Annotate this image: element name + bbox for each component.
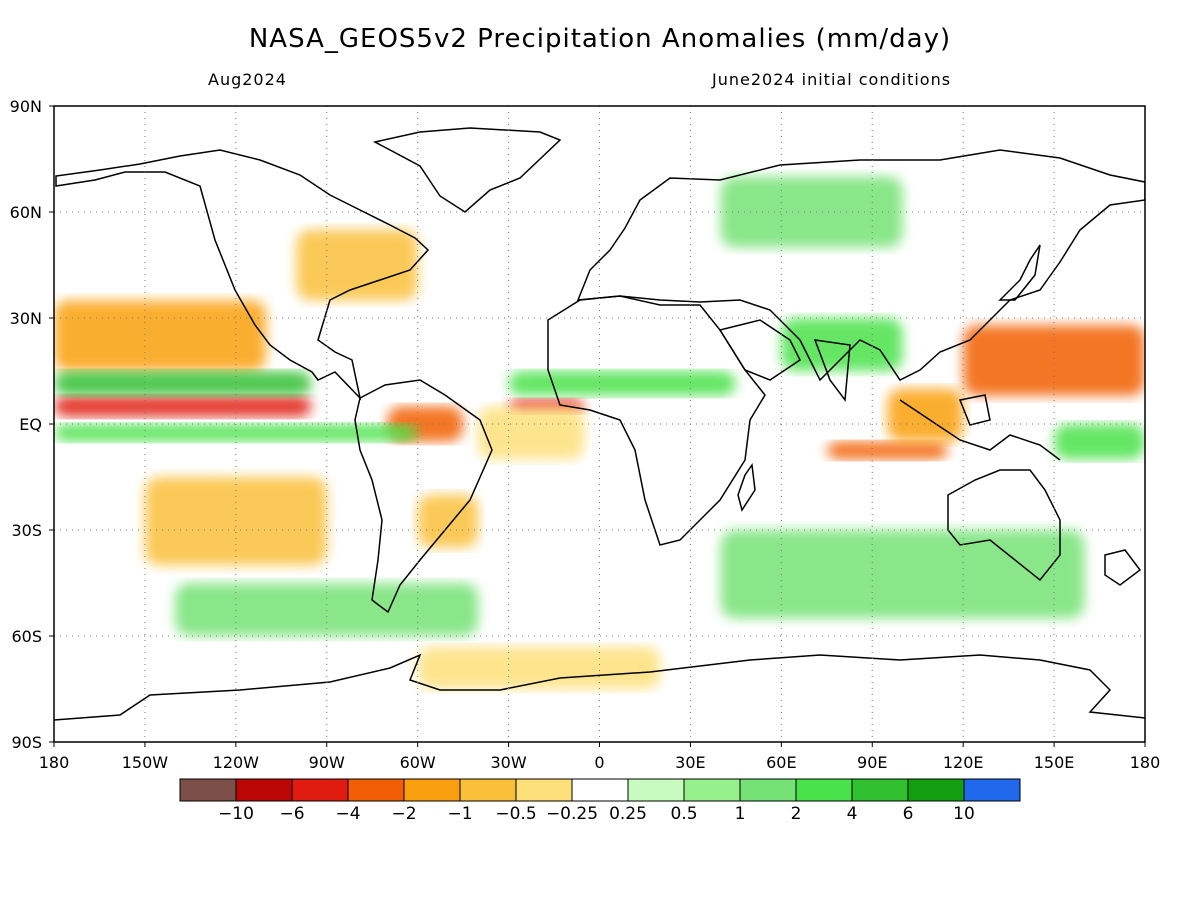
anomaly-region	[54, 371, 312, 396]
axis-labels: 180 150W 120W 90W 60W 30W 0 30E 60E 90E 120E 150E 18…	[10, 97, 1161, 772]
colorbar-swatch	[571, 778, 629, 802]
colorbar-swatch	[459, 778, 517, 802]
lon-tick-label: 180	[39, 753, 70, 772]
colorbar-swatch	[795, 778, 853, 802]
anomaly-region	[296, 229, 418, 301]
lon-tick-label: 150E	[1034, 753, 1075, 772]
colorbar-label: −6	[279, 804, 304, 824]
anomaly-region	[963, 325, 1145, 396]
colorbar-label: 4	[847, 804, 858, 824]
lat-tick-label: 60S	[11, 627, 42, 646]
colorbar-swatch	[739, 778, 797, 802]
lon-tick-label: 120W	[213, 753, 260, 772]
initial-conditions-label: June2024 initial conditions	[712, 70, 952, 89]
colorbar-label: −2	[391, 804, 416, 824]
lon-tick-label: 30E	[675, 753, 705, 772]
colorbar-swatch	[851, 778, 909, 802]
anomaly-region	[887, 388, 964, 442]
colorbar-swatch	[291, 778, 349, 802]
colorbar-label: 0.5	[670, 804, 697, 824]
colorbar-label: 1	[735, 804, 746, 824]
colorbar-swatch	[235, 778, 293, 802]
lon-tick-label: 150W	[122, 753, 169, 772]
colorbar: −10 −6 −4 −2 −1 −0.5 −0.25 0.25 0.5 1 2 4 6 10	[179, 778, 1021, 824]
anomaly-region	[417, 494, 479, 548]
map-title: NASA_GEOS5v2 Precipitation Anomalies (mm…	[248, 24, 952, 54]
colorbar-swatch	[683, 778, 741, 802]
anomaly-region	[826, 441, 949, 460]
lon-tick-label: 90W	[309, 753, 345, 772]
colorbar-label: −10	[218, 804, 254, 824]
lat-tick-label: EQ	[19, 415, 42, 434]
colorbar-swatch	[907, 778, 965, 802]
coastlines	[54, 127, 1145, 721]
anomaly-region	[720, 530, 1085, 619]
anomaly-region	[54, 300, 267, 371]
anomaly-region	[54, 395, 312, 417]
anomaly-region	[478, 406, 585, 460]
lat-tick-label: 30N	[10, 309, 42, 328]
lon-tick-label: 60W	[400, 753, 436, 772]
colorbar-label: −4	[335, 804, 360, 824]
lon-tick-label: 60E	[766, 753, 796, 772]
anomaly-region	[144, 477, 327, 566]
colorbar-swatch	[347, 778, 405, 802]
anomaly-region	[1054, 424, 1145, 460]
valid-month-label: Aug2024	[208, 70, 287, 89]
anomaly-region	[54, 424, 418, 442]
anomaly-region	[508, 371, 736, 396]
colorbar-label: 2	[791, 804, 802, 824]
lon-tick-label: 180	[1130, 753, 1161, 772]
anomaly-field	[54, 176, 1145, 689]
lon-tick-label: 0	[594, 753, 604, 772]
graticule	[54, 106, 1145, 742]
lon-tick-label: 90E	[857, 753, 887, 772]
colorbar-label: −0.25	[546, 804, 598, 824]
lat-tick-label: 90N	[10, 97, 42, 116]
lat-tick-label: 30S	[11, 521, 42, 540]
anomaly-region	[175, 583, 479, 636]
colorbar-label: −1	[447, 804, 472, 824]
colorbar-label: 6	[903, 804, 914, 824]
lon-tick-label: 30W	[490, 753, 526, 772]
colorbar-label: −0.5	[495, 804, 536, 824]
colorbar-swatch	[963, 778, 1021, 802]
colorbar-swatch	[403, 778, 461, 802]
colorbar-swatch	[515, 778, 573, 802]
anomaly-region	[720, 176, 903, 248]
colorbar-label: 0.25	[609, 804, 647, 824]
anomaly-region	[417, 646, 661, 689]
colorbar-swatch	[627, 778, 685, 802]
lat-tick-label: 60N	[10, 203, 42, 222]
lon-tick-label: 120E	[943, 753, 984, 772]
colorbar-swatch	[179, 778, 237, 802]
lat-tick-label: 90S	[11, 733, 42, 752]
colorbar-label: 10	[953, 804, 975, 824]
